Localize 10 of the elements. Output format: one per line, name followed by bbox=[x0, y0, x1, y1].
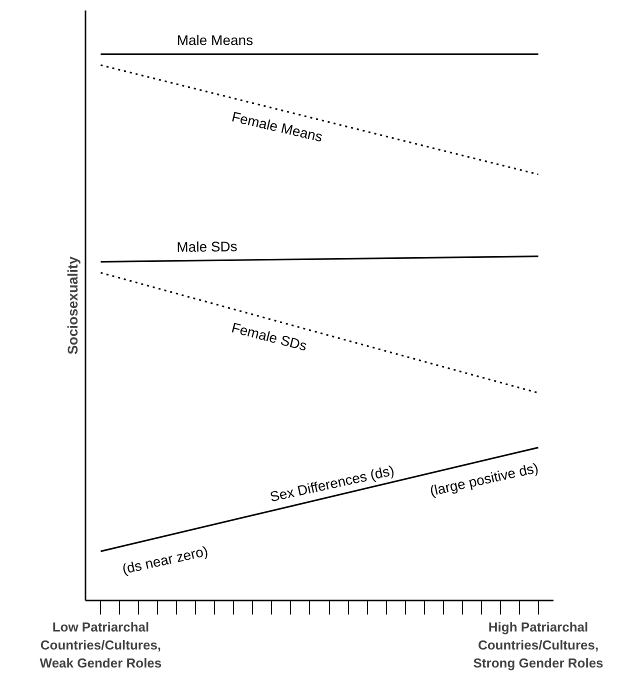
annotation: (large positive ds) bbox=[428, 460, 540, 499]
x-tick-label: Low Patriarchal Countries/Cultures, Weak Gender Roles bbox=[40, 620, 162, 670]
text: Female SDs bbox=[230, 319, 309, 354]
series-label: Male Means bbox=[176, 32, 254, 48]
y-axis-title: Sociosexuality bbox=[64, 256, 80, 355]
series-label: Male SDs bbox=[176, 238, 238, 255]
text: Sex Differences (ds) bbox=[268, 462, 396, 505]
annotation: (ds near zero) bbox=[120, 542, 210, 577]
text: Female Means bbox=[230, 108, 324, 145]
x-tick-label: High Patriarchal Countries/Cultures, Strong Gender Roles bbox=[473, 620, 604, 670]
